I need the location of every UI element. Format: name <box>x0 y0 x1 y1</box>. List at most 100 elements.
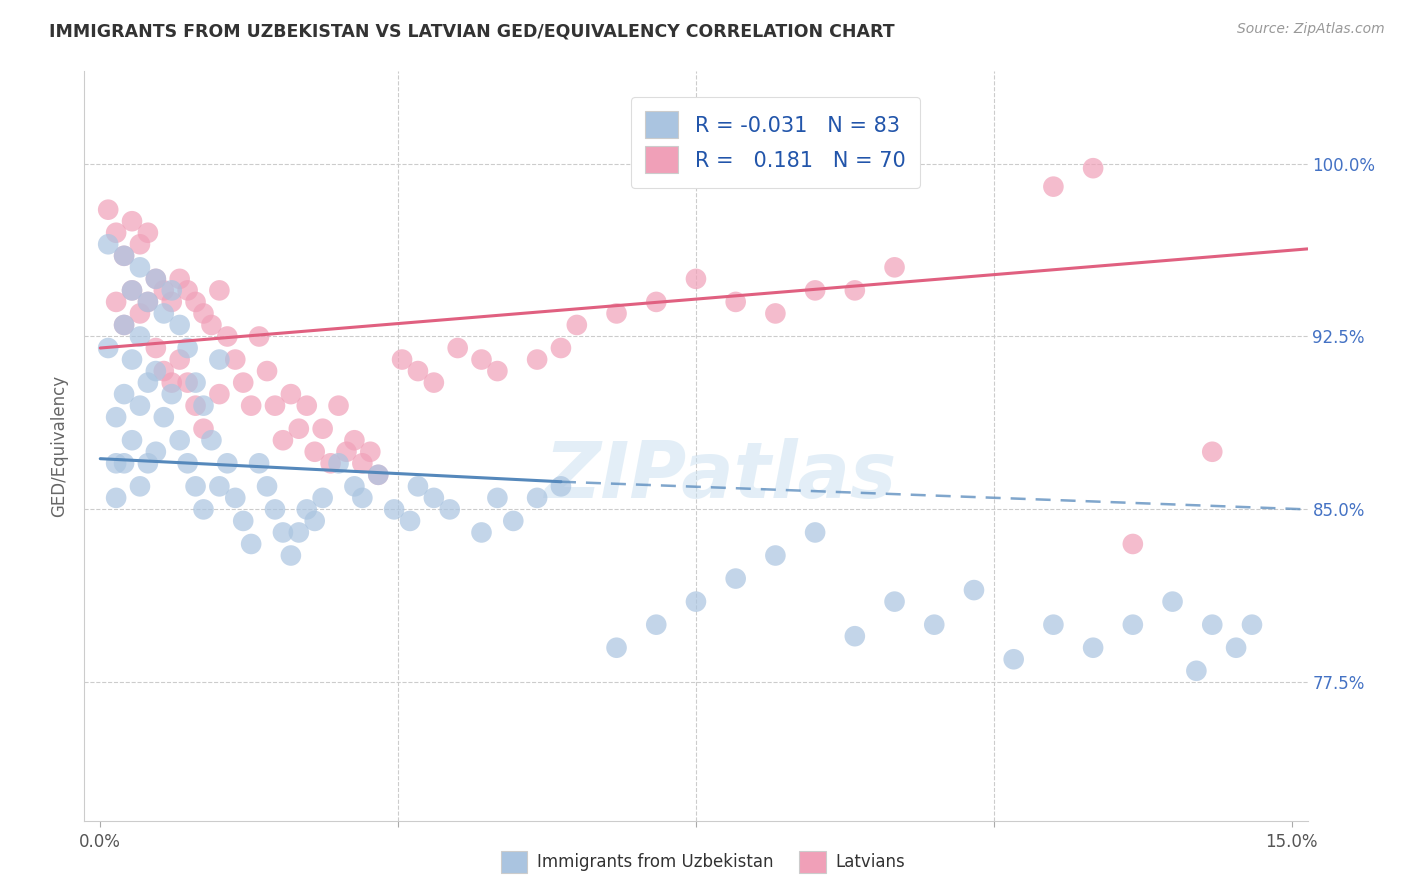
Point <box>883 594 905 608</box>
Point <box>335 444 357 458</box>
Point <box>200 434 222 448</box>
Point <box>256 364 278 378</box>
Point <box>240 537 263 551</box>
Point <box>295 502 318 516</box>
Point <box>685 594 707 608</box>
Point <box>97 341 120 355</box>
Text: Source: ZipAtlas.com: Source: ZipAtlas.com <box>1237 22 1385 37</box>
Legend: Immigrants from Uzbekistan, Latvians: Immigrants from Uzbekistan, Latvians <box>494 845 912 880</box>
Point <box>550 479 572 493</box>
Point <box>247 329 270 343</box>
Point <box>423 376 446 390</box>
Point <box>160 284 183 298</box>
Point <box>160 376 183 390</box>
Point <box>367 467 389 482</box>
Point <box>439 502 461 516</box>
Point <box>486 491 509 505</box>
Point <box>1240 617 1263 632</box>
Point <box>280 387 302 401</box>
Point <box>121 284 143 298</box>
Point <box>264 502 287 516</box>
Point <box>844 629 866 643</box>
Point <box>352 456 374 470</box>
Point <box>176 456 198 470</box>
Point <box>406 364 429 378</box>
Point <box>470 525 492 540</box>
Legend: R = -0.031   N = 83, R =   0.181   N = 70: R = -0.031 N = 83, R = 0.181 N = 70 <box>630 96 921 188</box>
Point <box>193 422 215 436</box>
Point <box>1081 640 1104 655</box>
Point <box>129 329 152 343</box>
Point <box>406 479 429 493</box>
Point <box>288 422 311 436</box>
Point <box>447 341 470 355</box>
Point <box>1122 537 1144 551</box>
Point <box>359 444 381 458</box>
Point <box>288 525 311 540</box>
Point <box>685 272 707 286</box>
Point <box>121 352 143 367</box>
Point <box>1042 617 1064 632</box>
Point <box>763 306 786 320</box>
Point <box>470 352 492 367</box>
Point <box>844 284 866 298</box>
Text: IMMIGRANTS FROM UZBEKISTAN VS LATVIAN GED/EQUIVALENCY CORRELATION CHART: IMMIGRANTS FROM UZBEKISTAN VS LATVIAN GE… <box>49 22 894 40</box>
Point <box>121 284 143 298</box>
Point <box>304 514 326 528</box>
Point <box>367 467 389 482</box>
Point <box>112 318 135 332</box>
Point <box>1122 617 1144 632</box>
Point <box>224 352 246 367</box>
Point <box>804 525 827 540</box>
Point <box>550 341 572 355</box>
Point <box>724 294 747 309</box>
Point <box>121 214 143 228</box>
Point <box>208 284 231 298</box>
Point <box>217 456 239 470</box>
Point <box>193 399 215 413</box>
Point <box>328 456 350 470</box>
Point <box>382 502 405 516</box>
Point <box>184 294 207 309</box>
Point <box>169 318 191 332</box>
Point <box>963 583 986 598</box>
Point <box>184 376 207 390</box>
Point <box>319 456 342 470</box>
Point <box>217 329 239 343</box>
Point <box>606 306 628 320</box>
Point <box>526 352 548 367</box>
Point <box>1201 444 1223 458</box>
Point <box>152 306 174 320</box>
Point <box>208 479 231 493</box>
Point <box>804 284 827 298</box>
Point <box>145 364 167 378</box>
Point <box>565 318 588 332</box>
Point <box>247 456 270 470</box>
Point <box>295 399 318 413</box>
Point <box>112 387 135 401</box>
Point <box>1081 161 1104 176</box>
Point <box>1002 652 1025 666</box>
Point <box>208 352 231 367</box>
Point <box>112 456 135 470</box>
Point <box>224 491 246 505</box>
Point <box>145 272 167 286</box>
Point <box>184 399 207 413</box>
Point <box>152 410 174 425</box>
Point <box>1225 640 1247 655</box>
Point <box>105 491 128 505</box>
Point <box>724 572 747 586</box>
Point <box>200 318 222 332</box>
Point <box>763 549 786 563</box>
Point <box>240 399 263 413</box>
Point <box>645 617 668 632</box>
Point <box>160 294 183 309</box>
Point <box>112 249 135 263</box>
Point <box>176 284 198 298</box>
Point <box>129 399 152 413</box>
Point <box>136 294 159 309</box>
Point <box>271 434 294 448</box>
Point <box>193 502 215 516</box>
Point <box>311 422 333 436</box>
Point <box>645 294 668 309</box>
